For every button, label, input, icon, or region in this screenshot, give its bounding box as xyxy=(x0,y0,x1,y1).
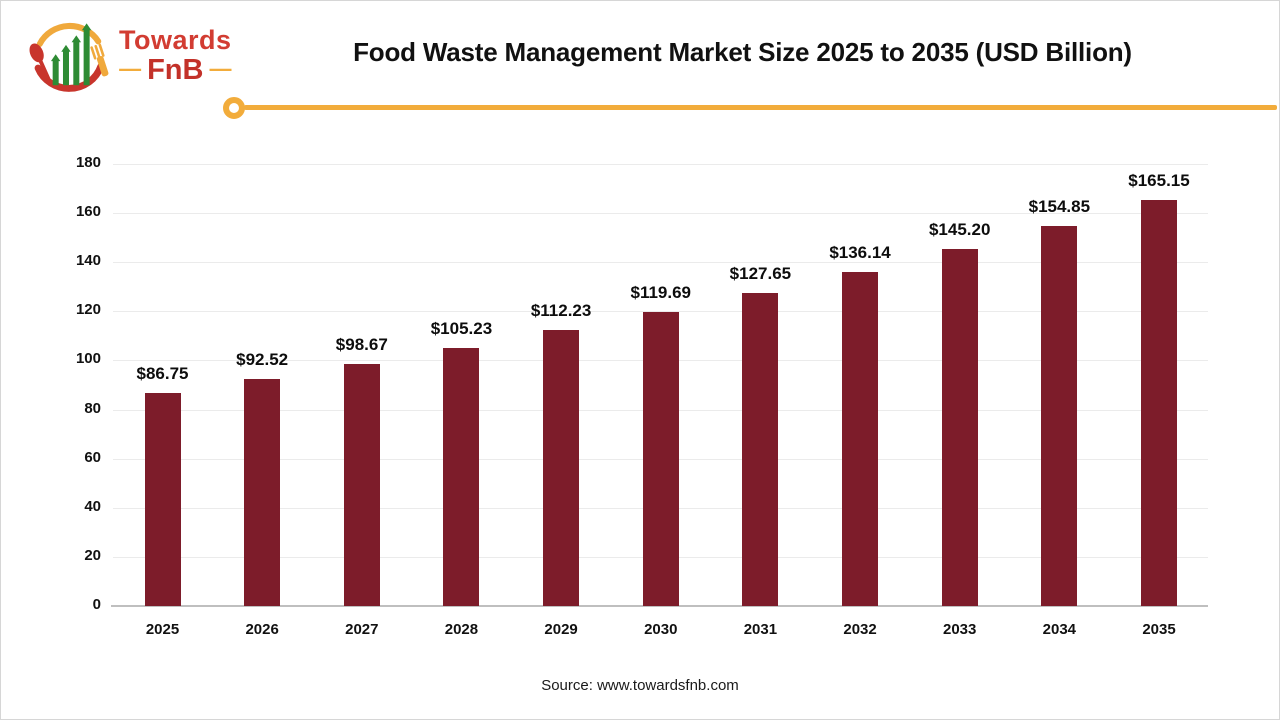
y-tick-label-0: 0 xyxy=(92,596,101,613)
fork-icon xyxy=(90,43,109,77)
bar-value-label-2032: $136.14 xyxy=(829,242,891,262)
y-tick-label-40: 40 xyxy=(84,497,101,515)
y-tick-label-20: 20 xyxy=(84,546,101,564)
bar-value-label-2031: $127.65 xyxy=(729,263,792,283)
gridline-160 xyxy=(113,213,1208,215)
bar-2033 xyxy=(941,249,978,606)
bar-value-label-2034: $154.85 xyxy=(1028,196,1091,216)
bar-value-label-2029: $112.23 xyxy=(530,301,592,321)
bar-value-label-2025: $86.75 xyxy=(136,363,189,383)
bar-2026 xyxy=(244,378,281,606)
bar-value-label-2028: $105.23 xyxy=(430,318,493,338)
bar-2028 xyxy=(443,347,480,606)
y-tick-label-180: 180 xyxy=(75,154,101,171)
bar-value-label-2027: $98.67 xyxy=(335,334,388,354)
bar-value-label-2030: $119.69 xyxy=(630,283,691,303)
bar-2031 xyxy=(742,292,779,606)
x-axis-line xyxy=(111,605,1208,607)
bar-2029 xyxy=(543,330,580,606)
y-tick-label-120: 120 xyxy=(75,301,101,319)
bar-2025 xyxy=(144,392,181,606)
growth-bars-icon xyxy=(50,23,92,86)
x-tick-label-2028: 2028 xyxy=(444,621,479,638)
brand-logo: Towards — FnB — xyxy=(25,13,232,99)
bar-2034 xyxy=(1041,225,1078,606)
bar-2032 xyxy=(842,271,879,606)
brand-dash-right-icon: — xyxy=(209,55,232,81)
y-tick-label-140: 140 xyxy=(75,252,101,270)
brand-logo-icon xyxy=(29,22,109,92)
gridline-140 xyxy=(113,262,1208,264)
bar-value-label-2026: $92.52 xyxy=(236,349,289,369)
source-text: Source: www.towardsfnb.com xyxy=(541,677,739,694)
accent-circle-icon xyxy=(223,97,245,119)
brand-name-fnb-row: — FnB — xyxy=(119,56,232,85)
brand-dash-left-icon: — xyxy=(119,55,142,81)
gridline-180 xyxy=(113,164,1208,165)
brand-name-towards: Towards xyxy=(119,25,232,55)
x-tick-label-2029: 2029 xyxy=(544,621,578,638)
x-tick-label-2033: 2033 xyxy=(943,621,977,638)
x-tick-label-2034: 2034 xyxy=(1042,621,1077,638)
x-tick-label-2027: 2027 xyxy=(345,621,379,638)
bar-value-label-2035: $165.15 xyxy=(1128,171,1190,191)
accent-divider-line xyxy=(244,105,1277,110)
brand-name-fnb: FnB xyxy=(147,54,204,86)
x-tick-label-2025: 2025 xyxy=(145,621,180,638)
x-tick-label-2035: 2035 xyxy=(1142,621,1176,638)
x-tick-label-2030: 2030 xyxy=(644,621,678,638)
y-tick-label-100: 100 xyxy=(75,350,101,368)
y-tick-label-60: 60 xyxy=(84,448,101,466)
bar-2030 xyxy=(642,312,679,606)
x-tick-label-2032: 2032 xyxy=(843,621,877,638)
x-tick-label-2031: 2031 xyxy=(743,621,778,638)
y-tick-label-80: 80 xyxy=(84,399,101,417)
gridline-120 xyxy=(113,311,1208,313)
x-tick-label-2026: 2026 xyxy=(245,621,279,638)
page-title: Food Waste Management Market Size 2025 t… xyxy=(353,37,1132,67)
bar-2027 xyxy=(343,363,380,606)
y-tick-label-160: 160 xyxy=(75,203,101,221)
spoon-icon xyxy=(29,43,51,81)
bar-value-label-2033: $145.20 xyxy=(928,220,991,240)
bar-2035 xyxy=(1141,200,1177,606)
